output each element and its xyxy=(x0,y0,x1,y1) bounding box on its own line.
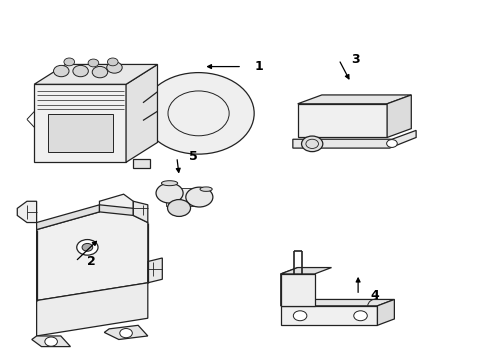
Polygon shape xyxy=(37,283,147,336)
Polygon shape xyxy=(37,205,99,230)
Ellipse shape xyxy=(200,187,212,192)
Circle shape xyxy=(156,183,183,203)
Polygon shape xyxy=(377,300,393,325)
Ellipse shape xyxy=(161,181,177,186)
Circle shape xyxy=(82,243,93,251)
Polygon shape xyxy=(386,95,410,138)
Circle shape xyxy=(301,136,322,152)
Polygon shape xyxy=(280,300,393,306)
Text: 2: 2 xyxy=(87,255,96,268)
Polygon shape xyxy=(280,274,314,306)
Polygon shape xyxy=(104,325,147,339)
Polygon shape xyxy=(34,84,126,162)
Circle shape xyxy=(106,62,122,73)
Circle shape xyxy=(120,329,132,338)
Circle shape xyxy=(88,59,99,67)
Polygon shape xyxy=(147,258,162,283)
Polygon shape xyxy=(34,64,157,84)
Polygon shape xyxy=(37,194,147,301)
Polygon shape xyxy=(48,114,112,152)
Polygon shape xyxy=(280,267,331,274)
Circle shape xyxy=(45,337,57,346)
Text: 4: 4 xyxy=(369,289,378,302)
Polygon shape xyxy=(165,188,203,206)
Circle shape xyxy=(353,311,366,321)
Polygon shape xyxy=(17,201,37,222)
Polygon shape xyxy=(297,104,386,138)
Polygon shape xyxy=(280,306,377,325)
Circle shape xyxy=(53,66,69,77)
Text: 1: 1 xyxy=(254,60,263,73)
Circle shape xyxy=(293,311,306,321)
Polygon shape xyxy=(133,159,150,168)
Polygon shape xyxy=(297,95,410,104)
Circle shape xyxy=(77,239,98,255)
Polygon shape xyxy=(99,205,133,215)
Polygon shape xyxy=(126,64,157,162)
Circle shape xyxy=(92,67,107,78)
Circle shape xyxy=(386,140,396,147)
Circle shape xyxy=(107,58,118,66)
Text: 3: 3 xyxy=(350,53,359,66)
Circle shape xyxy=(64,58,74,66)
Polygon shape xyxy=(280,267,297,306)
Polygon shape xyxy=(292,130,415,148)
Circle shape xyxy=(73,66,88,77)
Circle shape xyxy=(167,199,190,216)
Text: 5: 5 xyxy=(188,150,197,163)
Polygon shape xyxy=(32,336,70,347)
Circle shape xyxy=(185,187,212,207)
Polygon shape xyxy=(133,201,147,222)
Circle shape xyxy=(142,73,254,154)
